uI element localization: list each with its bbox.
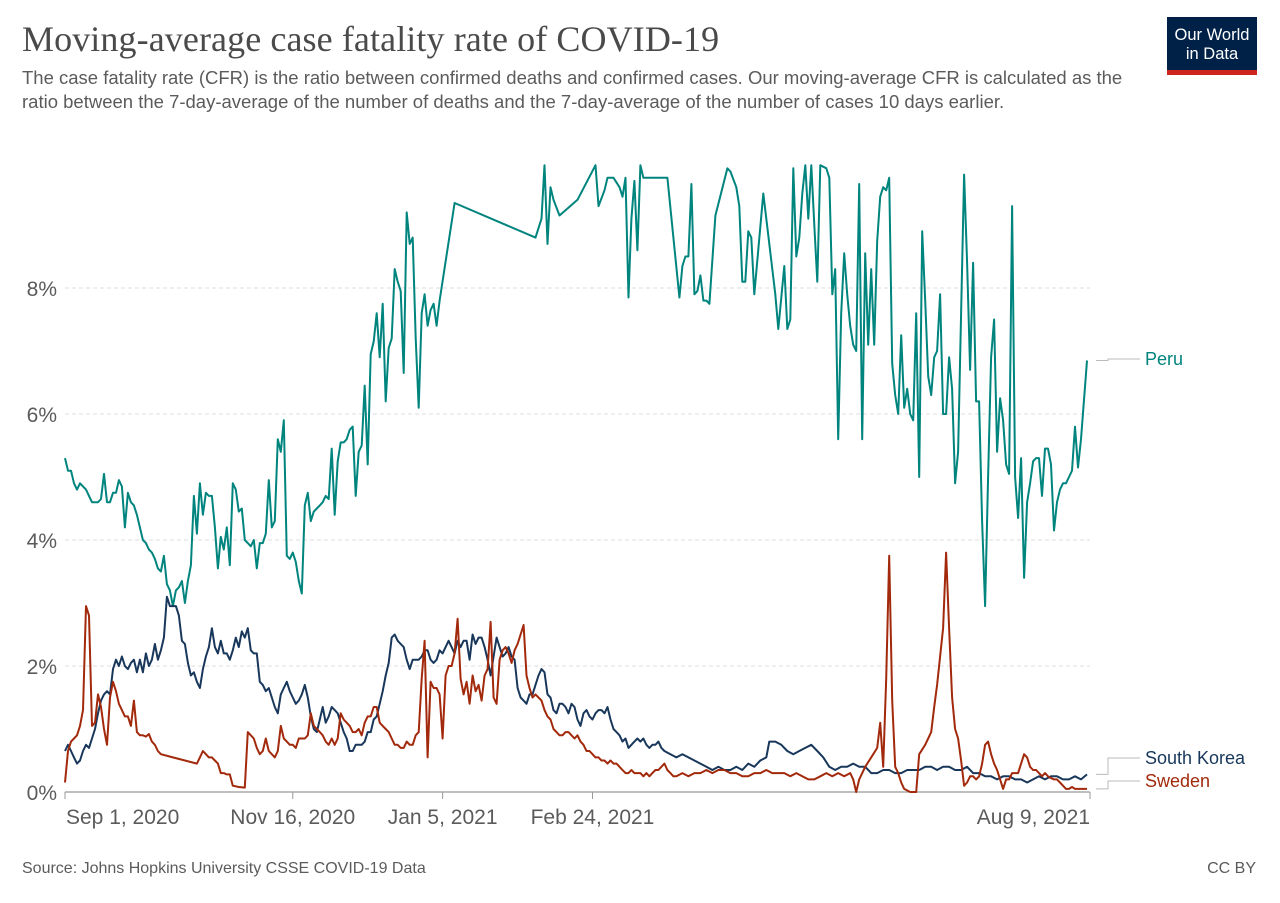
x-tick-label: Jan 5, 2021 bbox=[388, 806, 498, 829]
logo-line-1: Our World bbox=[1174, 26, 1250, 44]
y-tick-label: 8% bbox=[27, 278, 57, 301]
legend-connector bbox=[1096, 780, 1140, 790]
legend-label-peru[interactable]: Peru bbox=[1145, 349, 1183, 369]
series-line-peru[interactable] bbox=[64, 164, 1088, 608]
license-link[interactable]: CC BY bbox=[1207, 860, 1256, 877]
y-axis-ticks: 0% 2% 4% 6% 8% bbox=[27, 278, 57, 805]
chart-title: Moving-average case fatality rate of COV… bbox=[22, 19, 720, 59]
x-tick-label: Sep 1, 2020 bbox=[66, 806, 179, 829]
y-tick-label: 4% bbox=[27, 530, 57, 553]
legend: Peru South Korea Sweden bbox=[1096, 349, 1246, 791]
logo-line-2: in Data bbox=[1185, 45, 1239, 63]
grid-lines bbox=[65, 287, 1090, 667]
owid-logo[interactable]: Our World in Data bbox=[1167, 17, 1257, 75]
logo-accent-bar bbox=[1167, 70, 1257, 75]
legend-label-sweden[interactable]: Sweden bbox=[1145, 771, 1210, 791]
legend-connector bbox=[1096, 757, 1140, 775]
y-tick-label: 6% bbox=[27, 404, 57, 427]
x-tick-label: Feb 24, 2021 bbox=[531, 806, 655, 829]
y-tick-label: 0% bbox=[27, 782, 57, 805]
x-axis: Sep 1, 2020 Nov 16, 2020 Jan 5, 2021 Feb 24… bbox=[64, 791, 1091, 829]
legend-label-south-korea[interactable]: South Korea bbox=[1145, 748, 1246, 768]
legend-connector bbox=[1096, 358, 1140, 361]
x-tick-label: Nov 16, 2020 bbox=[230, 806, 355, 829]
series-line-south-korea[interactable] bbox=[64, 595, 1088, 784]
source-note: Source: Johns Hopkins University CSSE CO… bbox=[22, 860, 426, 877]
series-lines bbox=[64, 164, 1088, 793]
series-line-sweden[interactable] bbox=[64, 551, 1087, 793]
chart-subtitle: The case fatality rate (CFR) is the rati… bbox=[22, 67, 1123, 112]
x-tick-label: Aug 9, 2021 bbox=[977, 806, 1090, 829]
y-tick-label: 2% bbox=[27, 656, 57, 679]
